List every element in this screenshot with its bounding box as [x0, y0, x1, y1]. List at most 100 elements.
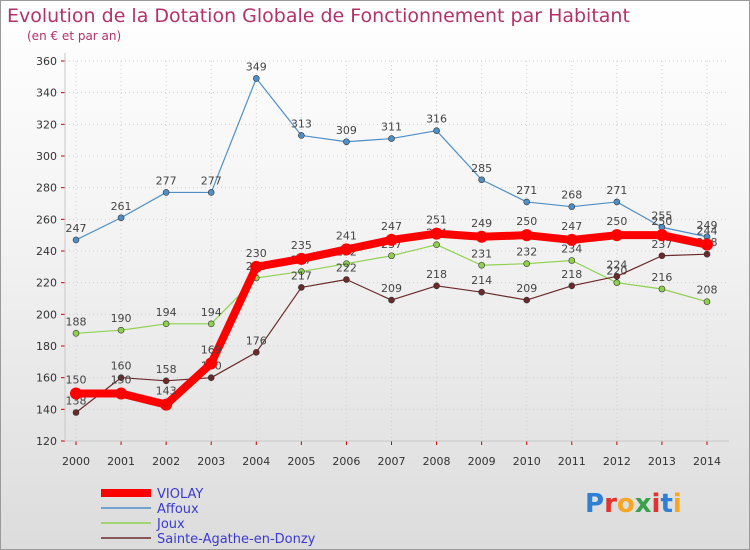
data-point — [252, 75, 260, 82]
data-point — [475, 230, 488, 243]
data-label: 261 — [111, 200, 132, 213]
data-point — [523, 296, 531, 304]
data-label: 251 — [426, 214, 447, 227]
data-point — [701, 238, 713, 251]
data-point — [478, 176, 485, 184]
data-label: 218 — [426, 268, 447, 281]
data-label: 230 — [246, 247, 267, 260]
x-tick-label: 2004 — [242, 455, 270, 468]
data-point — [523, 260, 531, 267]
logo-letter: o — [616, 489, 635, 519]
data-label: 160 — [111, 360, 132, 373]
data-point — [613, 198, 621, 206]
y-tick-label: 360 — [36, 55, 57, 68]
data-point — [162, 320, 170, 328]
data-label: 231 — [471, 247, 492, 260]
data-point — [703, 298, 711, 305]
legend-label: Sainte-Agathe-en-Donzy — [157, 532, 316, 547]
y-tick-label: 260 — [36, 213, 57, 226]
data-label: 224 — [606, 258, 627, 271]
data-label: 241 — [336, 229, 357, 242]
x-tick-label: 2000 — [62, 455, 90, 468]
data-label: 271 — [516, 184, 537, 197]
data-label: 247 — [561, 220, 582, 233]
data-label: 188 — [66, 315, 87, 328]
y-tick-label: 340 — [36, 87, 57, 100]
data-point — [298, 268, 305, 275]
data-label: 232 — [516, 246, 537, 259]
data-label: 194 — [201, 306, 222, 319]
logo-letter: x — [634, 489, 652, 519]
data-point — [433, 127, 440, 134]
data-label: 255 — [651, 209, 672, 222]
data-point — [72, 330, 80, 337]
data-point — [205, 357, 218, 370]
data-point — [523, 198, 531, 206]
data-point — [613, 273, 621, 280]
data-label: 349 — [246, 60, 267, 73]
data-label: 249 — [471, 217, 492, 230]
data-point — [703, 250, 711, 258]
data-label: 150 — [111, 374, 132, 387]
data-point — [568, 203, 576, 210]
data-point — [117, 326, 125, 334]
data-label: 309 — [336, 124, 357, 137]
data-label: 250 — [516, 215, 537, 228]
data-point — [298, 284, 305, 291]
data-point — [433, 241, 440, 248]
data-point — [207, 189, 215, 196]
data-label: 209 — [516, 282, 537, 295]
data-label: 138 — [66, 395, 87, 408]
data-point — [252, 349, 260, 356]
data-point — [162, 377, 170, 385]
data-point — [388, 252, 395, 260]
data-label: 285 — [471, 162, 492, 175]
data-label: 143 — [156, 385, 177, 398]
x-tick-label: 2001 — [107, 455, 135, 468]
data-label: 316 — [426, 113, 447, 126]
data-point — [115, 387, 128, 400]
data-label: 277 — [156, 174, 177, 187]
data-point — [658, 285, 666, 293]
data-point — [72, 236, 80, 244]
data-label: 209 — [381, 282, 402, 295]
data-label: 313 — [291, 117, 312, 130]
data-label: 214 — [471, 274, 492, 287]
data-label: 268 — [561, 189, 582, 202]
y-tick-label: 160 — [36, 372, 57, 385]
logo-letter: i — [672, 489, 682, 519]
logo-letter: r — [604, 489, 617, 519]
data-point — [520, 229, 533, 242]
y-tick-label: 320 — [36, 118, 57, 131]
y-tick-label: 240 — [36, 245, 57, 258]
data-point — [430, 227, 443, 240]
legend-label: Affoux — [157, 502, 199, 517]
chart-subtitle: (en € et par an) — [27, 29, 122, 43]
data-label: 249 — [697, 219, 718, 232]
data-point — [565, 233, 578, 246]
data-point — [298, 132, 305, 139]
data-label: 208 — [697, 284, 718, 297]
data-point — [655, 229, 668, 242]
data-label: 190 — [111, 312, 132, 325]
data-label: 277 — [201, 174, 222, 187]
data-label: 250 — [651, 215, 672, 228]
y-tick-label: 300 — [36, 150, 57, 163]
data-point — [340, 243, 353, 256]
data-point — [658, 252, 666, 260]
x-tick-label: 2006 — [332, 455, 360, 468]
data-point — [207, 320, 215, 328]
data-point — [162, 189, 170, 196]
data-label: 217 — [291, 269, 312, 282]
data-label: 176 — [246, 334, 267, 347]
data-label: 250 — [606, 215, 627, 228]
proxiti-logo: Proxiti — [585, 489, 682, 519]
data-label: 194 — [156, 306, 177, 319]
x-tick-label: 2009 — [468, 455, 496, 468]
x-tick-label: 2007 — [378, 455, 406, 468]
y-tick-label: 140 — [36, 403, 57, 416]
x-tick-label: 2008 — [423, 455, 451, 468]
data-point — [613, 279, 621, 286]
